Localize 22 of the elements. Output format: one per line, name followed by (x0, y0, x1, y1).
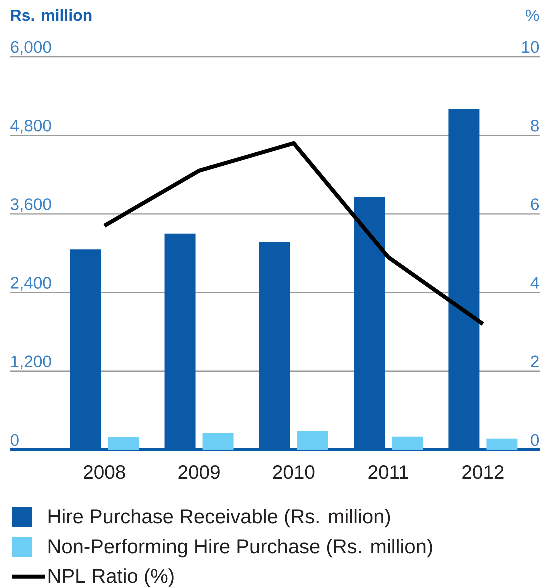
x-tick-label: 2011 (368, 465, 408, 480)
y-tick-label: 1,200 (12, 356, 52, 370)
y-tick-label: 3,600 (10, 198, 52, 212)
y-axis-title: Rs. million (11, 9, 92, 22)
x-tick-label: 2009 (178, 465, 220, 480)
legend-label: Hire Purchase Receivable (Rs. million) (48, 509, 390, 528)
y2-tick-label: 4 (530, 277, 540, 289)
y2-tick-label: 0 (531, 434, 540, 446)
y2-tick-label: 6 (531, 198, 539, 210)
legend-label: NPL Ratio (%) (48, 568, 174, 588)
y2-axis-title: % (526, 10, 540, 22)
legend-label: Non-Performing Hire Purchase (Rs. million) (48, 539, 432, 558)
y2-tick-label: 10 (522, 41, 540, 54)
y-tick-label: 6,000 (11, 41, 52, 56)
y2-tick-label: 2 (531, 356, 539, 368)
x-tick-label: 2008 (84, 465, 126, 480)
y-tick-label: 2,400 (11, 277, 52, 291)
x-tick-label: 2012 (462, 465, 504, 480)
y2-tick-label: 8 (531, 120, 540, 132)
y-tick-label: 0 (10, 434, 19, 446)
y-tick-label: 4,800 (10, 120, 52, 134)
x-tick-label: 2010 (273, 465, 315, 480)
